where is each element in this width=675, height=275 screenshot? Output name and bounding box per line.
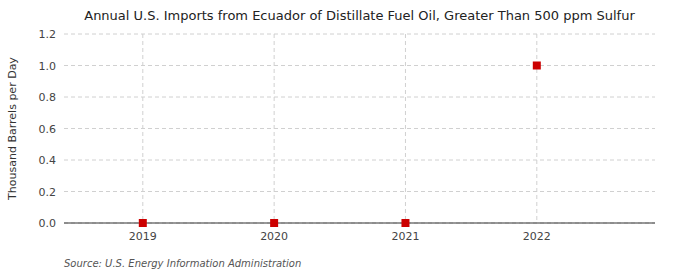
y-grid-line — [64, 160, 655, 161]
point — [139, 219, 147, 227]
x-grid-line — [274, 34, 275, 223]
chart: Annual U.S. Imports from Ecuador of Dist… — [0, 0, 675, 275]
point — [270, 219, 278, 227]
x-tick-label: 2019 — [129, 230, 157, 243]
y-tick-label: 0.8 — [39, 91, 57, 104]
x-tick-label: 2021 — [391, 230, 419, 243]
x-tick-label: 2020 — [260, 230, 288, 243]
source-note: Source: U.S. Energy Information Administ… — [64, 258, 301, 269]
y-grid-line — [64, 65, 655, 66]
axes: 0.0 0.2 0.4 0.6 0.8 1.0 1.2 2019 2020 2021 2022 — [39, 28, 656, 243]
points — [139, 62, 541, 228]
y-tick-label: 1.0 — [39, 60, 57, 73]
x-tick-label: 2022 — [523, 230, 551, 243]
y-tick-label: 0.2 — [39, 186, 57, 199]
point — [533, 62, 541, 70]
y-grid-line — [64, 34, 655, 35]
title: Annual U.S. Imports from Ecuador of Dist… — [84, 8, 635, 23]
y-tick-label: 0.6 — [39, 123, 57, 136]
x-grid-line — [142, 34, 143, 223]
point — [401, 219, 409, 227]
y-grid-line — [64, 97, 655, 98]
y-grid-line — [64, 191, 655, 192]
y-axis-label: Thousand Barrels per Day — [6, 57, 19, 201]
y-grid-line — [64, 223, 655, 224]
x-grid-line — [405, 34, 406, 223]
grid — [64, 34, 655, 223]
y-grid-line — [64, 128, 655, 129]
y-tick-label: 0.4 — [39, 154, 57, 167]
y-tick-label: 0.0 — [39, 217, 57, 230]
y-tick-label: 1.2 — [39, 28, 57, 41]
x-axis-line — [64, 223, 655, 224]
